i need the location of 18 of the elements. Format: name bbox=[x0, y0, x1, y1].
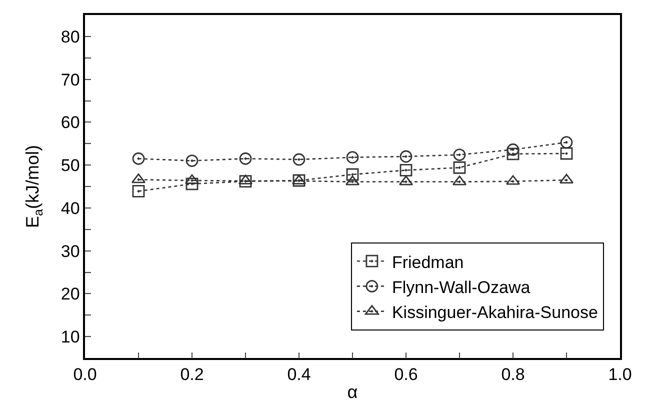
y-tick-label: 80 bbox=[60, 27, 80, 46]
y-tick-label: 10 bbox=[60, 328, 80, 347]
legend-label: Friedman bbox=[392, 252, 464, 272]
x-tick-label: 1.0 bbox=[608, 365, 632, 384]
y-tick-label: 40 bbox=[60, 198, 80, 218]
y-tick-label: 60 bbox=[60, 113, 80, 132]
y-tick-label: 20 bbox=[60, 284, 80, 304]
x-tick-label: 0.8 bbox=[501, 365, 525, 384]
x-axis-title: α bbox=[347, 382, 358, 402]
x-tick-label: 0.0 bbox=[73, 365, 97, 384]
legend-label: Kissinguer-Akahira-Sunose bbox=[392, 302, 598, 322]
y-tick-label: 70 bbox=[60, 70, 80, 90]
x-tick-label: 0.2 bbox=[180, 365, 204, 384]
legend-label: Flynn-Wall-Ozawa bbox=[392, 278, 531, 297]
y-tick-label: 30 bbox=[60, 242, 80, 261]
x-tick-label: 0.4 bbox=[287, 365, 311, 384]
y-tick-label: 50 bbox=[60, 156, 80, 176]
x-tick-label: 0.6 bbox=[394, 365, 418, 384]
